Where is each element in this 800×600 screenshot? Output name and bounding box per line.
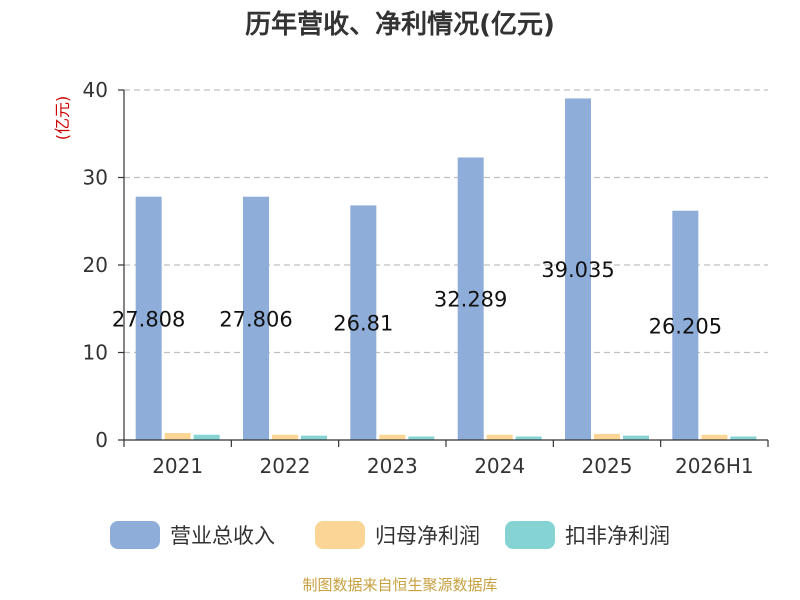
legend-item[interactable]: 归母净利润 <box>315 521 480 549</box>
legend-label: 扣非净利润 <box>565 524 670 548</box>
bar-net-profit[interactable] <box>486 434 513 440</box>
legend-swatch <box>505 521 555 549</box>
y-axis-label: (亿元) <box>53 96 72 141</box>
x-tick-label: 2023 <box>367 454 418 478</box>
bar-deducted-profit[interactable] <box>515 436 542 441</box>
bar-deducted-profit[interactable] <box>301 435 327 440</box>
legend-item[interactable]: 营业总收入 <box>110 521 275 549</box>
chart-title: 历年营收、净利情况(亿元) <box>245 9 555 40</box>
bar-net-profit[interactable] <box>379 434 406 440</box>
bar-net-profit[interactable] <box>701 434 728 440</box>
y-tick-label: 20 <box>83 253 108 277</box>
data-label: 32.289 <box>434 288 507 312</box>
x-tick-label: 2022 <box>260 454 311 478</box>
data-label: 39.035 <box>541 258 614 282</box>
legend-item[interactable]: 扣非净利润 <box>505 521 670 549</box>
y-tick-label: 40 <box>83 78 108 102</box>
bar-revenue[interactable] <box>243 196 269 440</box>
x-tick-label: 2024 <box>474 454 525 478</box>
grid-layer <box>124 89 768 354</box>
bar-deducted-profit[interactable] <box>193 434 220 440</box>
y-tick-label: 0 <box>95 428 108 452</box>
x-tick-label: 2021 <box>152 454 203 478</box>
axis-layer: 0 10 20 30 40 2021 2022 2023 2024 2025 2026H1 <box>83 78 769 478</box>
bar-revenue[interactable] <box>672 210 699 440</box>
bars-layer <box>135 98 757 441</box>
bar-net-profit[interactable] <box>594 433 620 440</box>
legend-label: 营业总收入 <box>170 524 275 548</box>
source-note: 制图数据来自恒生聚源数据库 <box>302 576 497 594</box>
data-label: 27.808 <box>112 307 185 331</box>
bar-revenue[interactable] <box>565 98 591 440</box>
data-label: 26.205 <box>649 314 722 338</box>
y-tick-label: 10 <box>83 341 108 365</box>
bar-net-profit[interactable] <box>164 433 191 440</box>
legend-label: 归母净利润 <box>375 524 480 548</box>
data-label: 27.806 <box>219 307 292 331</box>
legend-swatch <box>315 521 365 549</box>
y-tick-label: 30 <box>83 166 108 190</box>
bar-deducted-profit[interactable] <box>408 436 435 441</box>
x-tick-label: 2026H1 <box>675 454 754 478</box>
bar-revenue[interactable] <box>457 157 484 440</box>
data-label: 26.81 <box>333 312 393 336</box>
bar-revenue[interactable] <box>350 205 377 440</box>
labels-layer: 27.808 27.806 26.81 32.289 39.035 26.205 <box>112 258 722 338</box>
bar-net-profit[interactable] <box>272 434 298 440</box>
bar-deducted-profit[interactable] <box>623 435 649 440</box>
bar-deducted-profit[interactable] <box>730 436 757 441</box>
bar-revenue[interactable] <box>135 196 162 440</box>
x-tick-label: 2025 <box>582 454 633 478</box>
legend[interactable]: 营业总收入 归母净利润 扣非净利润 <box>110 521 670 549</box>
legend-swatch <box>110 521 160 549</box>
